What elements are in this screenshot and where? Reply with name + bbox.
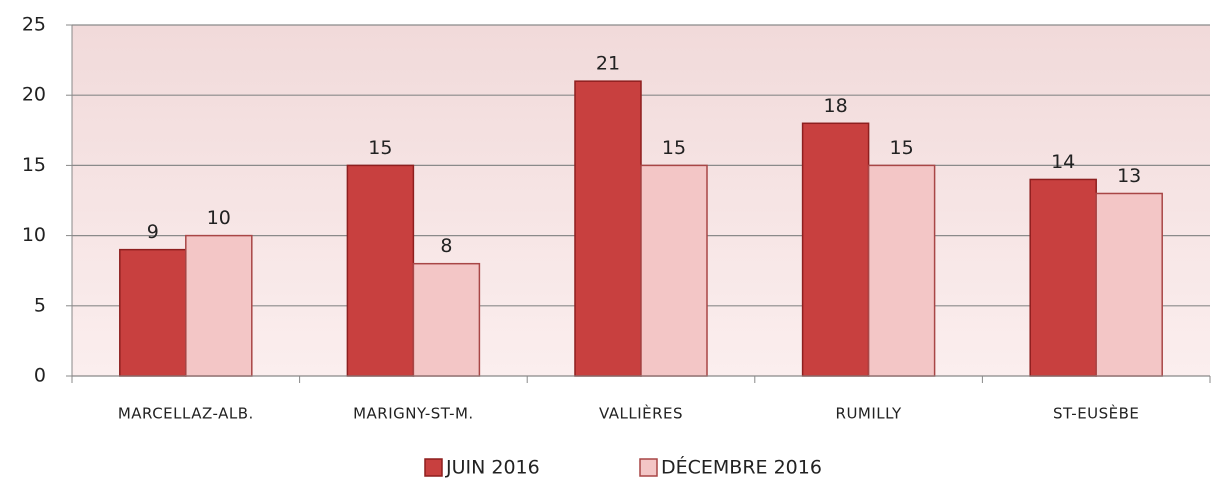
bar xyxy=(574,80,642,377)
bar xyxy=(412,262,481,377)
y-tick-label: 0 xyxy=(34,365,46,387)
value-label: 8 xyxy=(440,235,452,257)
legend-label: JUIN 2016 xyxy=(445,457,540,479)
bar xyxy=(640,164,708,377)
y-tick-label: 10 xyxy=(22,224,46,246)
value-label: 13 xyxy=(1117,165,1141,187)
value-label: 9 xyxy=(147,221,159,243)
x-tick-label: VALLIÈRES xyxy=(599,404,683,423)
bar xyxy=(801,122,870,377)
value-label: 21 xyxy=(596,53,620,75)
value-label: 15 xyxy=(368,137,392,159)
bar xyxy=(346,164,415,377)
bar xyxy=(119,248,187,377)
value-label: 10 xyxy=(207,207,231,229)
value-label: 15 xyxy=(890,137,914,159)
value-label: 18 xyxy=(824,95,848,117)
value-label: 14 xyxy=(1051,151,1075,173)
bar xyxy=(1095,192,1163,377)
x-tick-label: ST-EUSÈBE xyxy=(1053,404,1139,423)
legend-label: DÉCEMBRE 2016 xyxy=(661,456,822,479)
legend-swatch xyxy=(424,458,443,477)
bar xyxy=(1029,178,1097,377)
legend-swatch xyxy=(639,458,658,477)
bar xyxy=(185,234,253,377)
x-tick-label: RUMILLY xyxy=(836,405,902,423)
y-tick-label: 25 xyxy=(22,14,46,36)
bar xyxy=(867,164,936,377)
x-tick-label: MARCELLAZ-ALB. xyxy=(118,405,254,423)
x-tick-label: MARIGNY-ST-M. xyxy=(353,405,474,423)
y-tick-label: 5 xyxy=(34,294,46,316)
y-tick-label: 15 xyxy=(22,154,46,176)
y-tick-label: 20 xyxy=(22,84,46,106)
value-label: 15 xyxy=(662,137,686,159)
